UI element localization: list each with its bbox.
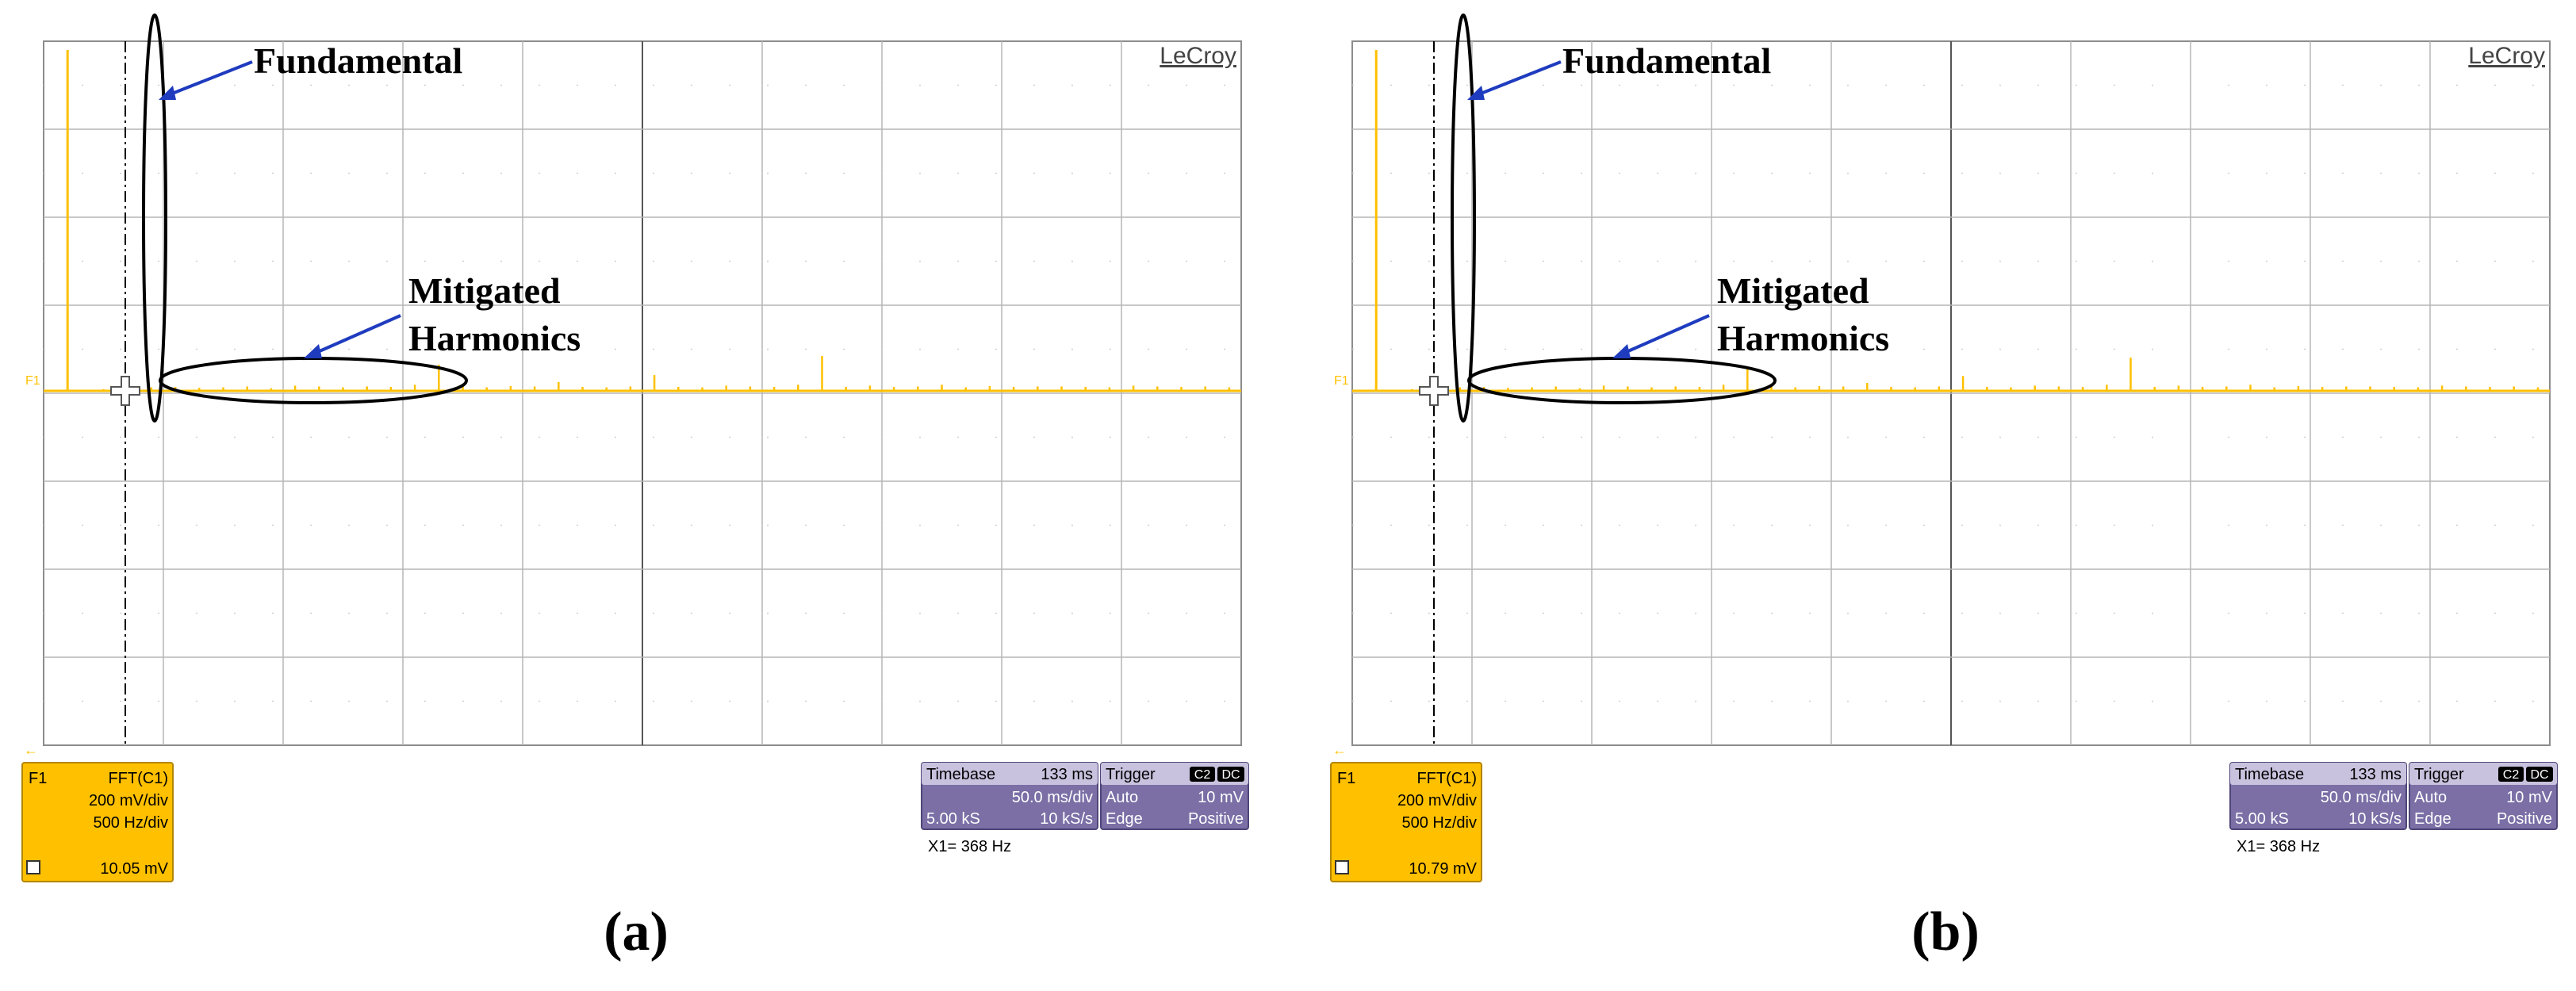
panel-label: (a) bbox=[604, 901, 669, 962]
cursor-readout: X1= 368 Hz bbox=[928, 838, 1011, 855]
timebase-header bbox=[922, 763, 1098, 785]
harmonics-arrowhead-icon bbox=[304, 344, 322, 358]
fundamental-ellipse bbox=[142, 13, 167, 423]
trigger-source: C2 bbox=[1194, 768, 1211, 782]
channel-name: F1 bbox=[29, 770, 47, 787]
trace-label: F1 bbox=[1334, 374, 1349, 388]
harmonics-arrow bbox=[313, 314, 401, 355]
fundamental-arrowhead-icon bbox=[1467, 86, 1485, 100]
trigger-type: Edge bbox=[2414, 810, 2451, 828]
channel-reading: 10.79 mV bbox=[1409, 860, 1477, 878]
mitigated-label: Mitigated bbox=[408, 270, 561, 311]
trigger-coupling-badge bbox=[1217, 767, 1244, 782]
trigger-level: 10 mV bbox=[2506, 789, 2552, 806]
fundamental-label: Fundamental bbox=[1562, 40, 1771, 81]
crosshair-marker-icon bbox=[1419, 376, 1449, 406]
timebase-label: Timebase bbox=[2235, 766, 2304, 783]
channel-hdiv: 500 Hz/div bbox=[1402, 814, 1478, 832]
trigger-source-badge bbox=[1190, 767, 1215, 782]
trace-label: F1 bbox=[25, 374, 40, 388]
timebase-rate: 10 kS/s bbox=[1040, 810, 1093, 828]
trigger-source: C2 bbox=[2503, 768, 2520, 782]
channel-zoom-icon bbox=[26, 860, 40, 874]
trigger-coupling: DC bbox=[1221, 768, 1240, 782]
trigger-mode: Auto bbox=[1106, 789, 1138, 806]
trigger-source-badge bbox=[2498, 767, 2524, 782]
scope-panel-b: LeCroy F1 ← Fundamental Mitigated Harmonics F1… bbox=[1330, 13, 2558, 962]
trigger-slope: Positive bbox=[2497, 810, 2552, 828]
timebase-value: 133 ms bbox=[1041, 766, 1093, 783]
trigger-label: Trigger bbox=[2414, 766, 2464, 783]
trigger-label: Trigger bbox=[1106, 766, 1156, 783]
channel-reading: 10.05 mV bbox=[100, 860, 168, 878]
trigger-level: 10 mV bbox=[1198, 789, 1244, 806]
timebase-samples: 5.00 kS bbox=[926, 810, 980, 828]
scope-panel-a: LeCroy F1 ← Fundamental Mitigated Harmonics F1… bbox=[21, 13, 1249, 962]
channel-function: FFT(C1) bbox=[108, 770, 168, 787]
trigger-type: Edge bbox=[1106, 810, 1143, 828]
lecroy-logo: LeCroy bbox=[2468, 43, 2545, 69]
cursor-readout: X1= 368 Hz bbox=[2237, 838, 2320, 855]
panel-label: (b) bbox=[1911, 901, 1980, 962]
timebase-samples: 5.00 kS bbox=[2235, 810, 2289, 828]
channel-descriptor-box bbox=[21, 762, 174, 882]
mitigated-label: Mitigated bbox=[1717, 270, 1869, 311]
channel-function: FFT(C1) bbox=[1416, 770, 1477, 787]
harmonics-arrowhead-icon bbox=[1612, 344, 1631, 358]
timebase-header bbox=[2230, 763, 2406, 785]
channel-vdiv: 200 mV/div bbox=[89, 792, 168, 809]
trigger-mode: Auto bbox=[2414, 789, 2447, 806]
offset-arrow-icon: ← bbox=[1332, 742, 1347, 758]
channel-zoom-icon bbox=[1335, 860, 1349, 874]
timebase-value: 133 ms bbox=[2349, 766, 2402, 783]
timebase-rate: 10 kS/s bbox=[2348, 810, 2402, 828]
offset-arrow-icon: ← bbox=[24, 742, 38, 758]
fundamental-arrow bbox=[1476, 60, 1562, 97]
harmonics-arrow bbox=[1622, 314, 1710, 355]
channel-vdiv: 200 mV/div bbox=[1397, 792, 1477, 809]
timebase-div: 50.0 ms/div bbox=[1012, 789, 1093, 806]
fundamental-label: Fundamental bbox=[254, 40, 462, 81]
channel-name: F1 bbox=[1337, 770, 1355, 787]
timebase-div: 50.0 ms/div bbox=[2321, 789, 2402, 806]
fundamental-arrow bbox=[167, 60, 253, 97]
trigger-slope: Positive bbox=[1188, 810, 1244, 828]
trigger-coupling: DC bbox=[2530, 768, 2548, 782]
harmonics-label: Harmonics bbox=[1717, 318, 1889, 358]
harmonics-label: Harmonics bbox=[408, 318, 581, 358]
channel-descriptor-box bbox=[1330, 762, 1482, 882]
channel-hdiv: 500 Hz/div bbox=[94, 814, 169, 832]
fundamental-arrowhead-icon bbox=[159, 86, 176, 100]
timebase-label: Timebase bbox=[926, 766, 995, 783]
lecroy-logo: LeCroy bbox=[1160, 43, 1236, 69]
crosshair-marker-icon bbox=[110, 376, 140, 406]
trigger-coupling-badge bbox=[2526, 767, 2553, 782]
fundamental-ellipse bbox=[1451, 13, 1476, 423]
